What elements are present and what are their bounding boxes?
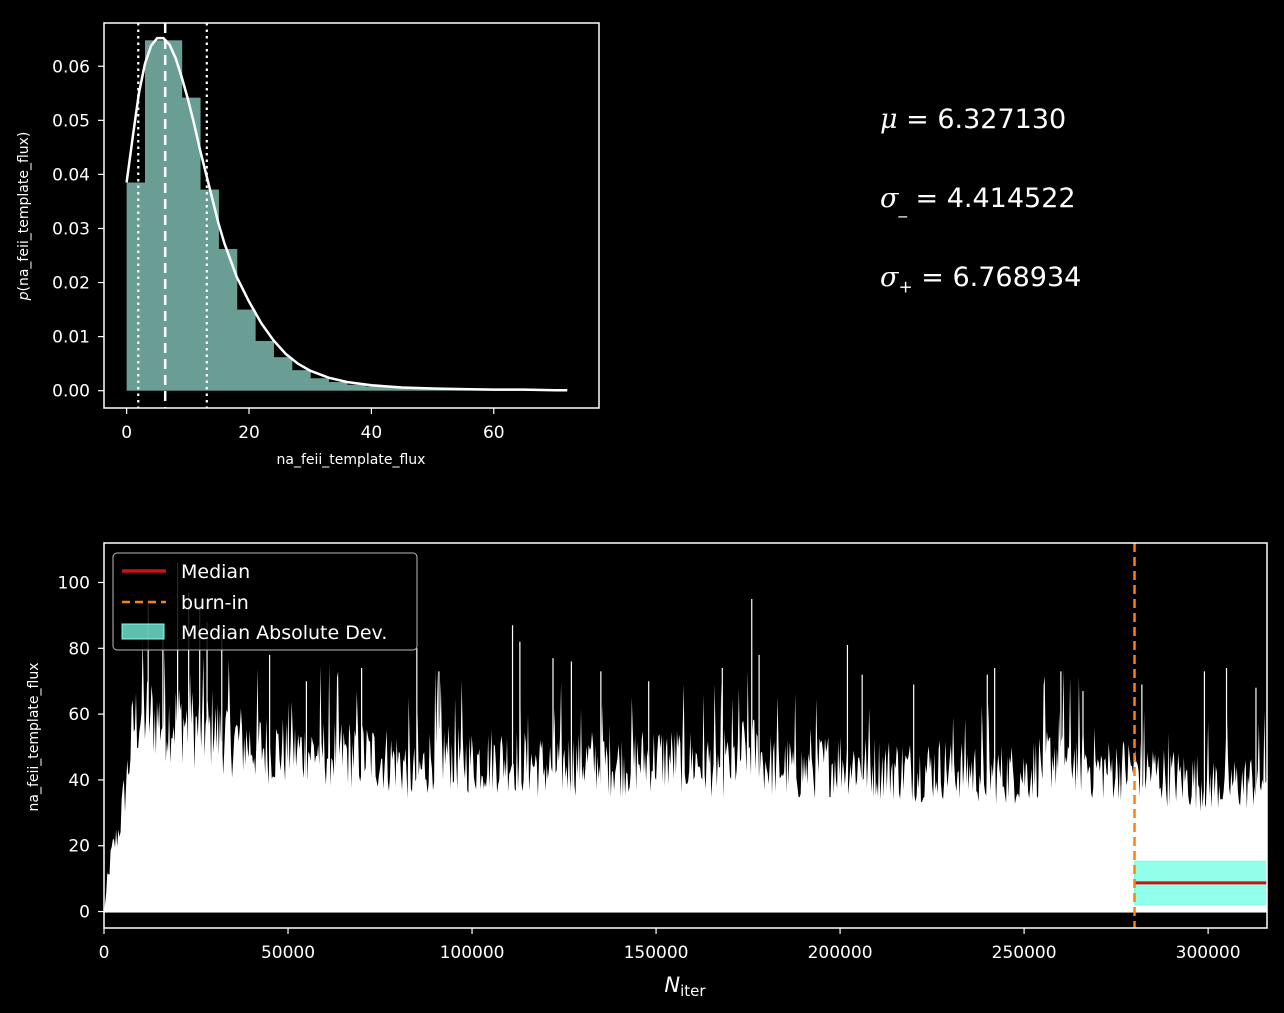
y-tick-label: 60 [68, 705, 90, 725]
x-tick-label: 40 [361, 423, 383, 443]
histogram-plot: 0 20 40 60 0.00 0.01 0.02 0.03 0.04 0.05 0.06 na_… [16, 22, 600, 468]
x-tick-label: 200000 [808, 943, 873, 963]
y-tick-label: 0.03 [52, 219, 90, 239]
y-tick-label: 0.06 [52, 57, 90, 77]
histogram-bar [273, 357, 293, 391]
histogram-kde [125, 36, 568, 392]
legend-mad-swatch [121, 623, 165, 640]
sigma-plus-subscript: + [898, 277, 913, 298]
legend-burn-in-label: burn-in [181, 592, 249, 614]
histogram-bar [236, 309, 256, 391]
kde-curve [125, 36, 568, 392]
x-tick-label: 50000 [261, 943, 315, 963]
histogram-vertical-lines [137, 23, 208, 408]
x-tick-label: 60 [483, 423, 505, 443]
histogram-bar [218, 249, 238, 391]
y-tick-label: 100 [58, 573, 90, 593]
histogram-bar [126, 182, 146, 391]
x-tick-label: 300000 [1176, 943, 1241, 963]
histogram-bar [200, 189, 219, 391]
y-tick-label: 0.01 [52, 328, 90, 348]
histogram-y-axis-label: p(na_feii_template_flux) [16, 132, 32, 302]
legend-mad-label: Median Absolute Dev. [181, 622, 387, 644]
legend-box [112, 552, 418, 651]
y-tick-label: 20 [68, 837, 90, 857]
histogram-x-ticks: 0 20 40 60 [121, 408, 505, 443]
y-tick-label: 0.04 [52, 165, 90, 185]
legend: Median burn-in Median Absolute Dev. [112, 552, 418, 651]
x-tick-label: 150000 [624, 943, 689, 963]
mu-value: = 6.327130 [906, 104, 1067, 135]
histogram-bar [328, 382, 348, 391]
x-tick-label: 0 [99, 943, 110, 963]
histogram-bar [291, 370, 311, 391]
y-tick-label: 40 [68, 771, 90, 791]
histogram-bar [163, 40, 183, 391]
trace-y-ticks: 0 20 40 60 80 100 [58, 573, 104, 923]
sigma-plus-symbol: σ [880, 262, 899, 293]
sigma-minus-symbol: σ [880, 183, 899, 214]
x-tick-label: 0 [121, 423, 132, 443]
trace-envelope [104, 636, 1267, 912]
histogram-bar [383, 387, 403, 391]
sigma-minus-subscript: _ [898, 198, 907, 219]
trace-plot: 0 50000 100000 150000 200000 250000 300000 0 20… [26, 542, 1268, 1000]
mu-symbol: μ [880, 104, 898, 135]
trace-frame [103, 542, 1268, 929]
statistics-panel: μ = 6.327130 σ_ = 4.414522 σ+ = 6.768934 [880, 100, 1260, 337]
trace-x-ticks: 0 50000 100000 150000 200000 250000 300000 [99, 928, 1241, 963]
x-tick-label: 100000 [440, 943, 505, 963]
histogram-x-axis-label: na_feii_template_flux [277, 452, 426, 468]
histogram-bar [365, 386, 385, 391]
x-tick-label: 20 [238, 423, 260, 443]
y-tick-label: 0.00 [52, 382, 90, 402]
trace-x-axis-label: Niter [664, 973, 706, 1000]
histogram-bar [144, 40, 164, 391]
stat-sigma-minus: σ_ = 4.414522 [880, 179, 1260, 258]
y-tick-label: 0 [79, 903, 90, 923]
stat-sigma-plus: σ+ = 6.768934 [880, 258, 1260, 337]
histogram-frame [103, 22, 600, 409]
stat-mu: μ = 6.327130 [880, 100, 1260, 179]
histogram-bar [346, 384, 366, 391]
histogram-bar [255, 340, 274, 391]
legend-median-label: Median [181, 561, 250, 583]
x-tick-label: 250000 [992, 943, 1057, 963]
histogram-bar [401, 387, 421, 391]
y-tick-label: 0.02 [52, 274, 90, 294]
sigma-plus-value: = 6.768934 [921, 262, 1082, 293]
y-tick-label: 80 [68, 639, 90, 659]
trace-y-axis-label: na_feii_template_flux [26, 663, 42, 812]
sigma-minus-value: = 4.414522 [915, 183, 1076, 214]
histogram-bars [126, 40, 568, 391]
y-tick-label: 0.05 [52, 111, 90, 131]
histogram-bar [310, 378, 330, 391]
histogram-y-ticks: 0.00 0.01 0.02 0.03 0.04 0.05 0.06 [52, 57, 104, 402]
trace-baseline [104, 908, 1267, 913]
histogram-bar [181, 97, 201, 391]
